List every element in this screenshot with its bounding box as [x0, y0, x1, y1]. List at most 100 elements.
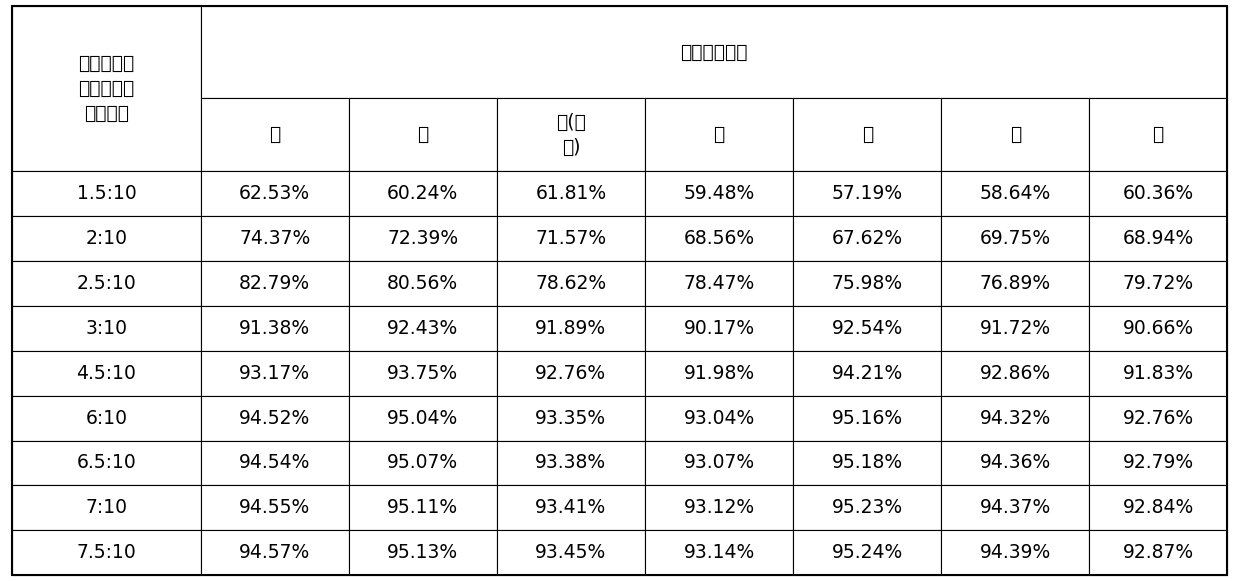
Bar — [1089, 530, 1227, 575]
Text: 重金属去除率: 重金属去除率 — [680, 42, 747, 62]
Bar — [942, 351, 1089, 396]
Text: 92.86%: 92.86% — [980, 364, 1051, 383]
Text: 57.19%: 57.19% — [831, 184, 903, 203]
Text: 95.24%: 95.24% — [831, 543, 903, 562]
Text: 铅: 铅 — [714, 125, 725, 144]
Text: 69.75%: 69.75% — [980, 229, 1051, 248]
Bar — [497, 216, 646, 261]
Text: 铬(六
价): 铬(六 价) — [556, 113, 586, 157]
Text: 93.75%: 93.75% — [388, 364, 458, 383]
Text: 60.24%: 60.24% — [387, 184, 458, 203]
Bar — [497, 396, 646, 440]
Bar — [793, 98, 942, 171]
Text: 92.76%: 92.76% — [535, 364, 607, 383]
Text: 1.5:10: 1.5:10 — [77, 184, 136, 203]
Bar — [201, 351, 348, 396]
Bar — [201, 486, 348, 530]
Text: 78.47%: 78.47% — [684, 274, 755, 293]
Bar — [646, 98, 793, 171]
Text: 91.72%: 91.72% — [980, 319, 1051, 338]
Text: 95.23%: 95.23% — [831, 498, 903, 517]
Bar — [348, 171, 497, 216]
Bar — [201, 216, 348, 261]
Bar — [1089, 216, 1227, 261]
Bar — [348, 216, 497, 261]
Bar — [348, 486, 497, 530]
Text: 92.54%: 92.54% — [831, 319, 903, 338]
Bar — [12, 216, 201, 261]
Text: 71.57%: 71.57% — [535, 229, 607, 248]
Bar — [12, 6, 201, 171]
Text: 95.16%: 95.16% — [831, 408, 903, 428]
Bar — [942, 306, 1089, 351]
Text: 94.32%: 94.32% — [980, 408, 1051, 428]
Bar — [1089, 440, 1227, 486]
Text: 92.87%: 92.87% — [1123, 543, 1193, 562]
Bar — [793, 486, 942, 530]
Bar — [497, 530, 646, 575]
Text: 62.53%: 62.53% — [239, 184, 310, 203]
Bar — [497, 486, 646, 530]
Bar — [348, 261, 497, 306]
Bar — [348, 530, 497, 575]
Text: 94.37%: 94.37% — [980, 498, 1051, 517]
Text: 74.37%: 74.37% — [239, 229, 310, 248]
Bar — [942, 261, 1089, 306]
Text: 汞: 汞 — [861, 125, 872, 144]
Text: 93.35%: 93.35% — [535, 408, 607, 428]
Text: 94.52%: 94.52% — [239, 408, 310, 428]
Text: 94.55%: 94.55% — [239, 498, 310, 517]
Text: 75.98%: 75.98% — [831, 274, 903, 293]
Bar — [12, 530, 201, 575]
Bar — [1089, 261, 1227, 306]
Text: 72.39%: 72.39% — [388, 229, 458, 248]
Bar — [793, 530, 942, 575]
Text: 94.57%: 94.57% — [239, 543, 310, 562]
Bar — [646, 486, 793, 530]
Bar — [646, 216, 793, 261]
Bar — [942, 530, 1089, 575]
Text: 90.66%: 90.66% — [1123, 319, 1193, 338]
Text: 60.36%: 60.36% — [1123, 184, 1193, 203]
Bar — [12, 306, 201, 351]
Bar — [1089, 306, 1227, 351]
Text: 93.07%: 93.07% — [684, 454, 755, 472]
Text: 78.62%: 78.62% — [535, 274, 607, 293]
Text: 92.76%: 92.76% — [1123, 408, 1193, 428]
Text: 80.56%: 80.56% — [388, 274, 458, 293]
Bar — [646, 171, 793, 216]
Bar — [12, 261, 201, 306]
Bar — [1089, 396, 1227, 440]
Text: 3:10: 3:10 — [85, 319, 128, 338]
Text: 2.5:10: 2.5:10 — [77, 274, 136, 293]
Bar — [12, 440, 201, 486]
Text: 68.94%: 68.94% — [1123, 229, 1193, 248]
Text: 91.89%: 91.89% — [535, 319, 607, 338]
Bar — [497, 306, 646, 351]
Text: 95.04%: 95.04% — [387, 408, 458, 428]
Text: 82.79%: 82.79% — [239, 274, 310, 293]
Text: 93.04%: 93.04% — [684, 408, 755, 428]
Bar — [793, 306, 942, 351]
Text: 67.62%: 67.62% — [831, 229, 903, 248]
Bar — [497, 98, 646, 171]
Bar — [348, 396, 497, 440]
Bar — [201, 306, 348, 351]
Text: 92.79%: 92.79% — [1123, 454, 1193, 472]
Bar — [12, 396, 201, 440]
Text: 95.07%: 95.07% — [388, 454, 458, 472]
Text: 锌: 锌 — [1010, 125, 1021, 144]
Bar — [201, 171, 348, 216]
Bar — [348, 351, 497, 396]
Bar — [12, 486, 201, 530]
Text: 镉: 镉 — [418, 125, 429, 144]
Text: 95.11%: 95.11% — [388, 498, 458, 517]
Text: 93.17%: 93.17% — [239, 364, 310, 383]
Text: 93.14%: 93.14% — [684, 543, 755, 562]
Bar — [348, 306, 497, 351]
Bar — [348, 440, 497, 486]
Bar — [497, 351, 646, 396]
Text: 79.72%: 79.72% — [1123, 274, 1193, 293]
Text: 94.21%: 94.21% — [831, 364, 903, 383]
Bar — [793, 261, 942, 306]
